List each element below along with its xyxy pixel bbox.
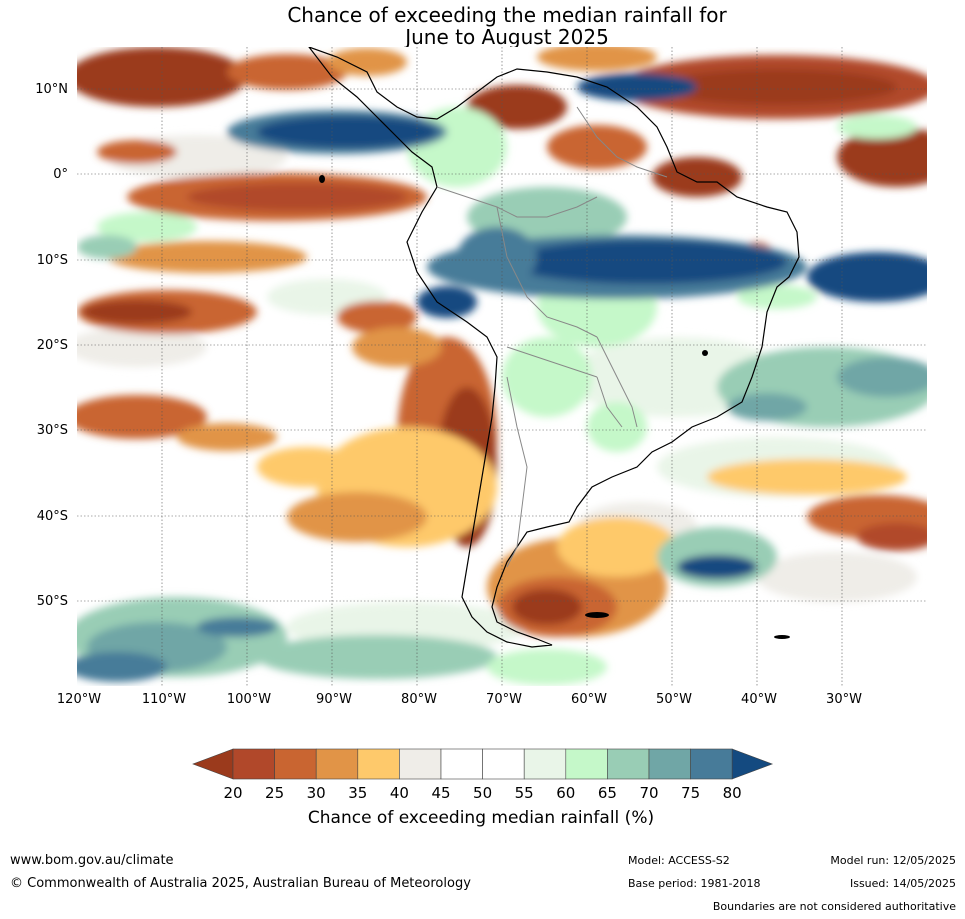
probability-field bbox=[77, 47, 927, 685]
colorbar-segment bbox=[399, 748, 442, 780]
footer-base-period: Base period: 1981-2018 bbox=[628, 877, 761, 890]
title-line-1: Chance of exceeding the median rainfall … bbox=[287, 3, 727, 27]
colorbar-segment bbox=[315, 748, 359, 780]
colorbar-tick-label: 55 bbox=[514, 784, 534, 802]
lat-label-30s: 30°S bbox=[36, 423, 68, 438]
colorbar-tick-label: 30 bbox=[306, 784, 326, 802]
lon-label-100w: 100°W bbox=[226, 692, 272, 707]
colorbar-segment bbox=[607, 748, 650, 780]
colorbar-arrow-high bbox=[731, 748, 774, 780]
colorbar-tick-label: 20 bbox=[223, 784, 243, 802]
footer-model-run: Model run: 12/05/2025 bbox=[830, 854, 956, 867]
lat-label-40s: 40°S bbox=[36, 509, 68, 524]
colorbar-tick-label: 75 bbox=[681, 784, 701, 802]
lon-label-40w: 40°W bbox=[741, 692, 777, 707]
lon-label-120w: 120°W bbox=[56, 692, 102, 707]
lon-label-70w: 70°W bbox=[486, 692, 522, 707]
colorbar-segment bbox=[648, 748, 691, 780]
lon-label-110w: 110°W bbox=[141, 692, 187, 707]
colorbar-tick-label: 60 bbox=[556, 784, 576, 802]
lon-label-60w: 60°W bbox=[571, 692, 607, 707]
colorbar-segment bbox=[357, 748, 400, 780]
footer-disclaimer: Boundaries are not considered authoritat… bbox=[712, 900, 956, 913]
colorbar-segment bbox=[440, 748, 483, 780]
colorbar-tick-label: 40 bbox=[389, 784, 409, 802]
colorbar-tick-label: 25 bbox=[265, 784, 285, 802]
lat-label-10n: 10°N bbox=[35, 82, 68, 97]
footer-issued: Issued: 14/05/2025 bbox=[849, 877, 956, 890]
colorbar-segment bbox=[523, 748, 567, 780]
lon-label-50w: 50°W bbox=[656, 692, 692, 707]
rainfall-map bbox=[77, 47, 927, 686]
footer-copyright: © Commonwealth of Australia 2025, Austra… bbox=[10, 876, 471, 891]
footer-url: www.bom.gov.au/climate bbox=[10, 853, 174, 868]
graticule bbox=[77, 47, 927, 686]
colorbar-tick-label: 45 bbox=[431, 784, 451, 802]
lat-label-50s: 50°S bbox=[36, 594, 68, 609]
colorbar-segment bbox=[690, 748, 733, 780]
lat-label-20s: 20°S bbox=[36, 338, 68, 353]
lon-label-30w: 30°W bbox=[826, 692, 862, 707]
colorbar-segment bbox=[232, 748, 275, 780]
map-title: Chance of exceeding the median rainfall … bbox=[0, 4, 965, 48]
islands bbox=[319, 175, 790, 639]
colorbar-arrow-low bbox=[192, 748, 234, 780]
colorbar-segment bbox=[565, 748, 608, 780]
colorbar-label: Chance of exceeding median rainfall (%) bbox=[307, 808, 655, 828]
lat-label-0: 0° bbox=[53, 167, 68, 182]
footer-model: Model: ACCESS-S2 bbox=[628, 854, 730, 867]
lat-label-10s: 10°S bbox=[36, 253, 68, 268]
colorbar-tick-label: 80 bbox=[722, 784, 742, 802]
lon-label-80w: 80°W bbox=[401, 692, 437, 707]
lon-label-90w: 90°W bbox=[316, 692, 352, 707]
colorbar-tick-label: 70 bbox=[639, 784, 659, 802]
colorbar-segment bbox=[274, 748, 317, 780]
title-line-2: June to August 2025 bbox=[405, 25, 609, 49]
colorbar-tick-label: 35 bbox=[348, 784, 368, 802]
country-borders bbox=[436, 106, 668, 568]
colorbar-tick-label: 50 bbox=[473, 784, 493, 802]
colorbar-segment bbox=[482, 748, 525, 780]
map-canvas bbox=[77, 47, 927, 686]
colorbar-tick-label: 65 bbox=[597, 784, 617, 802]
colorbar bbox=[192, 748, 774, 780]
south-america-coastline bbox=[308, 47, 800, 648]
